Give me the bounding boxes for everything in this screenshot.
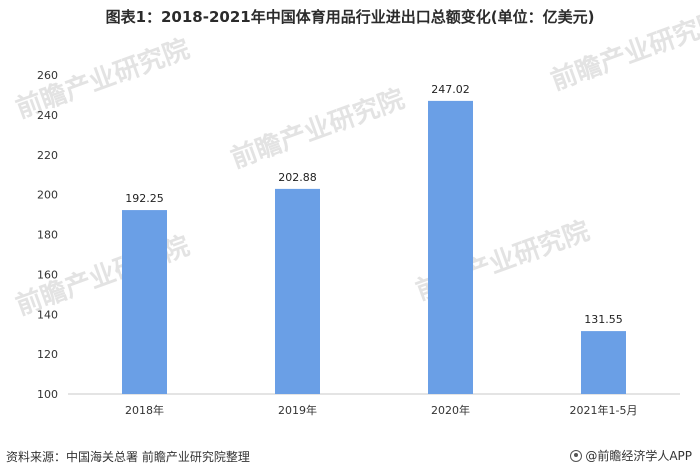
bar (428, 100, 473, 394)
bar (122, 210, 167, 394)
y-tick-label: 180 (37, 229, 58, 242)
data-label: 192.25 (125, 192, 164, 205)
watermark-text: 前瞻产业研究院 (227, 83, 409, 174)
data-label: 131.55 (584, 313, 623, 326)
x-tick-label: 2021年1-5月 (570, 403, 638, 417)
y-tick-label: 200 (37, 189, 58, 202)
bar (581, 331, 626, 394)
brand-text: @前瞻经济学人APP (585, 449, 692, 463)
brand-credit: @前瞻经济学人APP (570, 447, 692, 464)
data-label: 202.88 (278, 171, 317, 184)
y-tick-label: 220 (37, 149, 58, 162)
y-tick-label: 120 (37, 348, 58, 361)
bar (275, 188, 320, 394)
chart-title: 图表1：2018-2021年中国体育用品行业进出口总额变化(单位：亿美元) (105, 8, 595, 26)
y-tick-label: 140 (37, 308, 58, 321)
watermark-text: 前瞻产业研究院 (547, 5, 700, 96)
source-note: 资料来源：中国海关总署 前瞻产业研究院整理 (6, 450, 250, 464)
y-tick-label: 100 (37, 388, 58, 401)
watermark-3: 前瞻产业研究院 (547, 5, 700, 96)
data-label: 247.02 (431, 83, 470, 96)
x-tick-label: 2018年 (125, 403, 164, 417)
y-tick-label: 240 (37, 109, 58, 122)
x-tick-label: 2020年 (431, 403, 470, 417)
x-tick-label: 2019年 (278, 403, 317, 417)
y-tick-label: 160 (37, 268, 58, 281)
y-tick-label: 260 (37, 69, 58, 82)
brand-logo-icon (570, 449, 583, 462)
watermark-2: 前瞻产业研究院 (227, 83, 409, 174)
